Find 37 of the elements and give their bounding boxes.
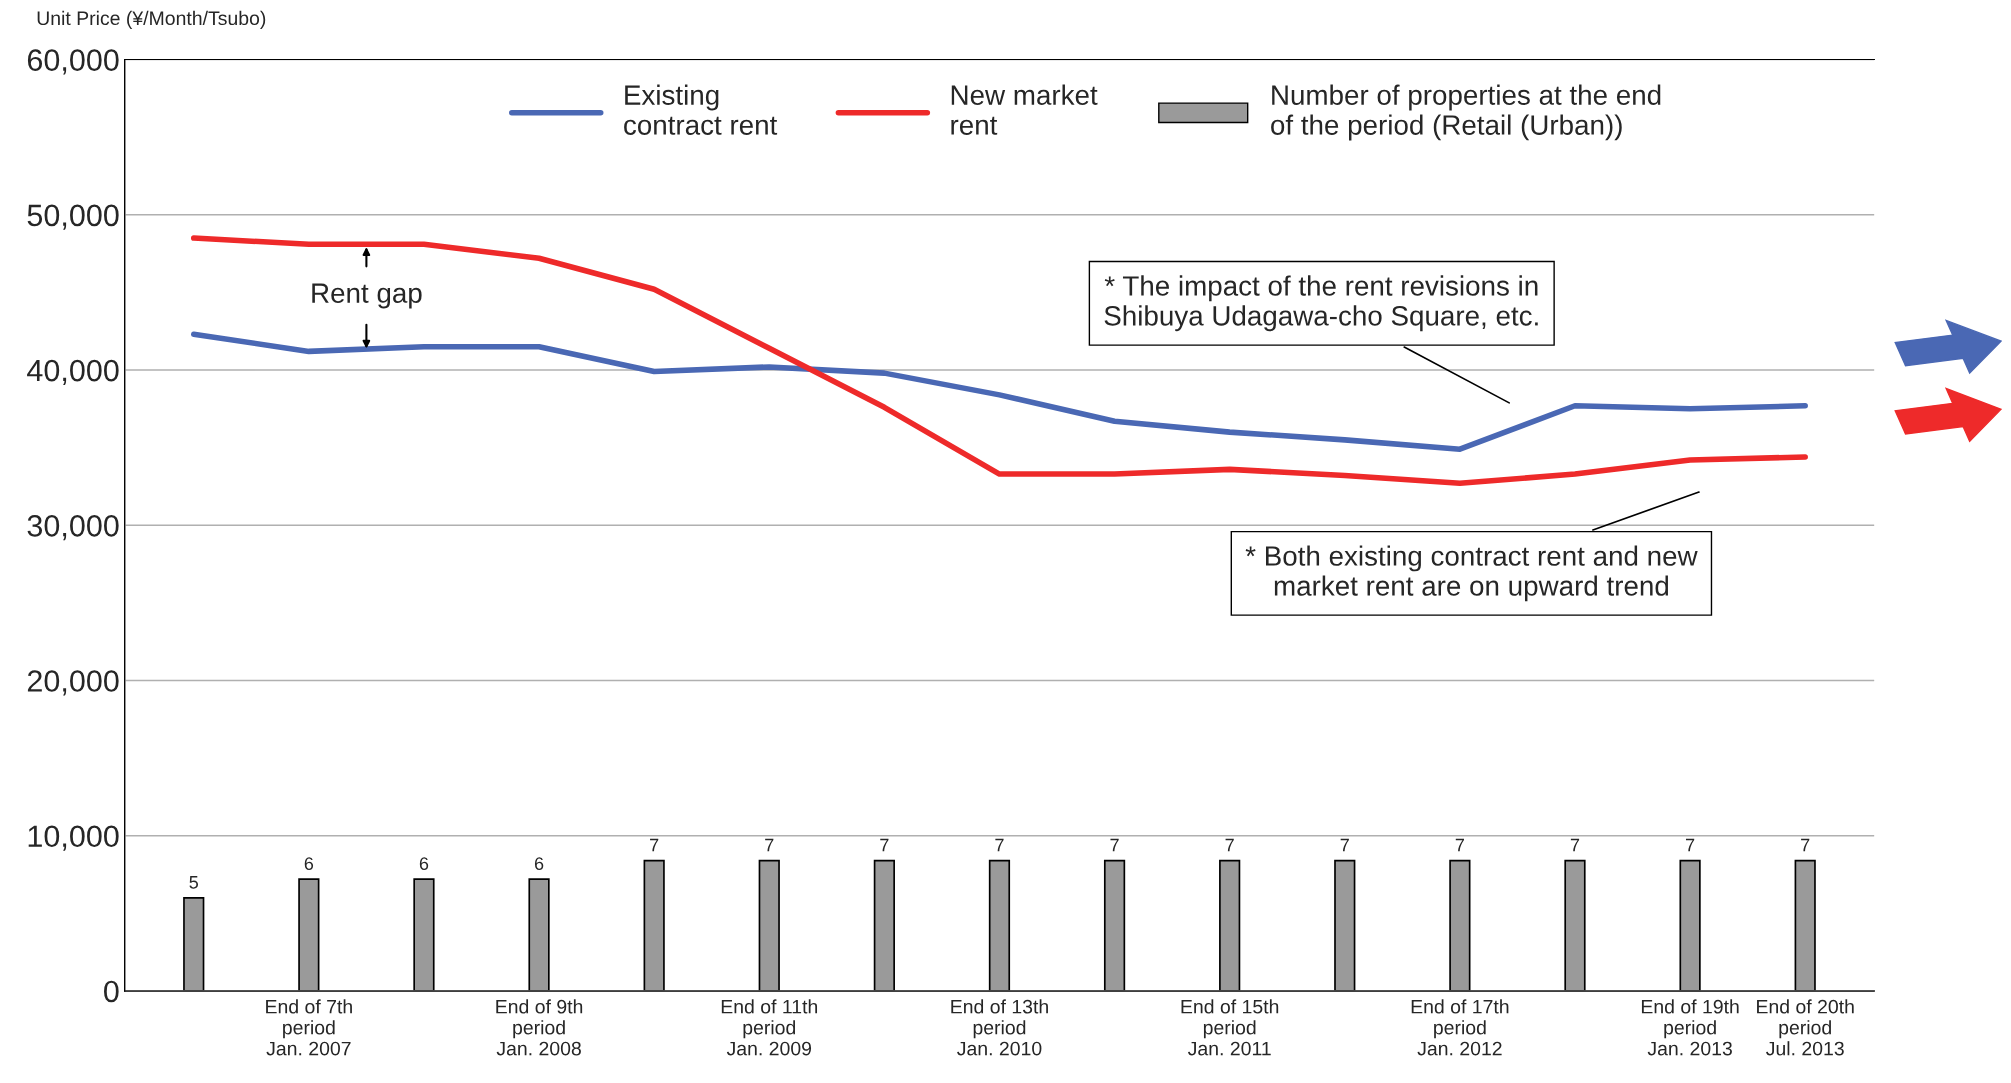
x-tick-label: End of 11th period Jan. 2009 bbox=[721, 999, 818, 1056]
data-label: 6 bbox=[534, 857, 544, 871]
y-tick-label: 40,000 bbox=[27, 359, 119, 386]
legend-label: Existing contract rent bbox=[624, 84, 778, 135]
data-label: 7 bbox=[1570, 838, 1580, 852]
data-label: 7 bbox=[650, 838, 659, 852]
data-label: 6 bbox=[419, 857, 429, 871]
y-axis-title: Unit Price (¥/Month/Tsubo) bbox=[37, 10, 266, 29]
data-label: 7 bbox=[1225, 838, 1234, 852]
data-label: 6 bbox=[304, 857, 314, 871]
data-label: 7 bbox=[1685, 838, 1695, 852]
data-label: 7 bbox=[765, 838, 774, 852]
data-label: 7 bbox=[880, 838, 889, 852]
x-tick-label: End of 19th period Jan. 2013 bbox=[1641, 999, 1739, 1056]
data-label: 7 bbox=[1340, 838, 1349, 852]
annotation: * Both existing contract rent and new market rent are on upward trend bbox=[1245, 545, 1698, 602]
y-tick-label: 50,000 bbox=[27, 204, 119, 230]
annotation: Rent gap bbox=[312, 283, 422, 309]
y-tick-label: 20,000 bbox=[27, 670, 119, 696]
data-label: 7 bbox=[1801, 838, 1810, 852]
x-tick-label: End of 13th period Jan. 2010 bbox=[951, 999, 1048, 1056]
y-tick-label: 30,000 bbox=[27, 514, 119, 541]
data-label: 7 bbox=[995, 838, 1004, 852]
data-label: 7 bbox=[1110, 838, 1119, 852]
legend-label: New market rent bbox=[951, 84, 1098, 135]
annotation: * The impact of the rent revisions in Shibuya Udagawa-cho Square, etc. bbox=[1104, 275, 1538, 332]
x-tick-label: End of 9th period Jan. 2008 bbox=[496, 999, 583, 1056]
x-tick-label: End of 15th period Jan. 2011 bbox=[1181, 999, 1279, 1056]
legend-label: Number of properties at the end of the period (Retail (Urban)) bbox=[1271, 84, 1661, 141]
y-tick-label: 60,000 bbox=[27, 49, 119, 75]
x-tick-label: End of 20th period Jul. 2013 bbox=[1757, 999, 1854, 1056]
data-label: 7 bbox=[1455, 838, 1464, 852]
y-tick-label: 0 bbox=[104, 980, 119, 1003]
x-tick-label: End of 7th period Jan. 2007 bbox=[266, 999, 352, 1056]
data-label: 5 bbox=[189, 876, 199, 889]
x-tick-label: End of 17th period Jan. 2012 bbox=[1411, 999, 1509, 1056]
y-tick-label: 10,000 bbox=[28, 825, 119, 851]
